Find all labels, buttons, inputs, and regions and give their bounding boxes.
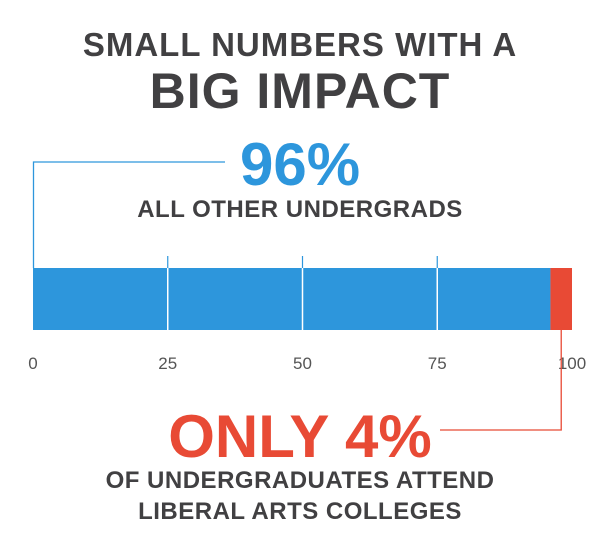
majority-percent: 96% <box>239 131 361 198</box>
bar-segment-minority <box>550 268 572 330</box>
tick-label-75: 75 <box>428 354 447 373</box>
leader-line-majority <box>32 161 225 268</box>
bar-segment-majority <box>33 268 551 330</box>
minority-label-line-2: LIBERAL ARTS COLLEGES <box>138 498 462 525</box>
title-line-1: SMALL NUMBERS WITH A <box>82 26 518 63</box>
tick-label-0: 0 <box>28 354 37 373</box>
minority-label-line-1: OF UNDERGRADUATES ATTEND <box>105 467 495 494</box>
leader-line-minority <box>440 330 562 431</box>
tick-label-25: 25 <box>158 354 177 373</box>
majority-label: ALL OTHER UNDERGRADS <box>137 196 463 223</box>
title-line-2: BIG IMPACT <box>149 63 451 119</box>
tick-label-50: 50 <box>293 354 312 373</box>
tick-label-100: 100 <box>558 354 586 373</box>
minority-percent: ONLY 4% <box>168 403 432 470</box>
